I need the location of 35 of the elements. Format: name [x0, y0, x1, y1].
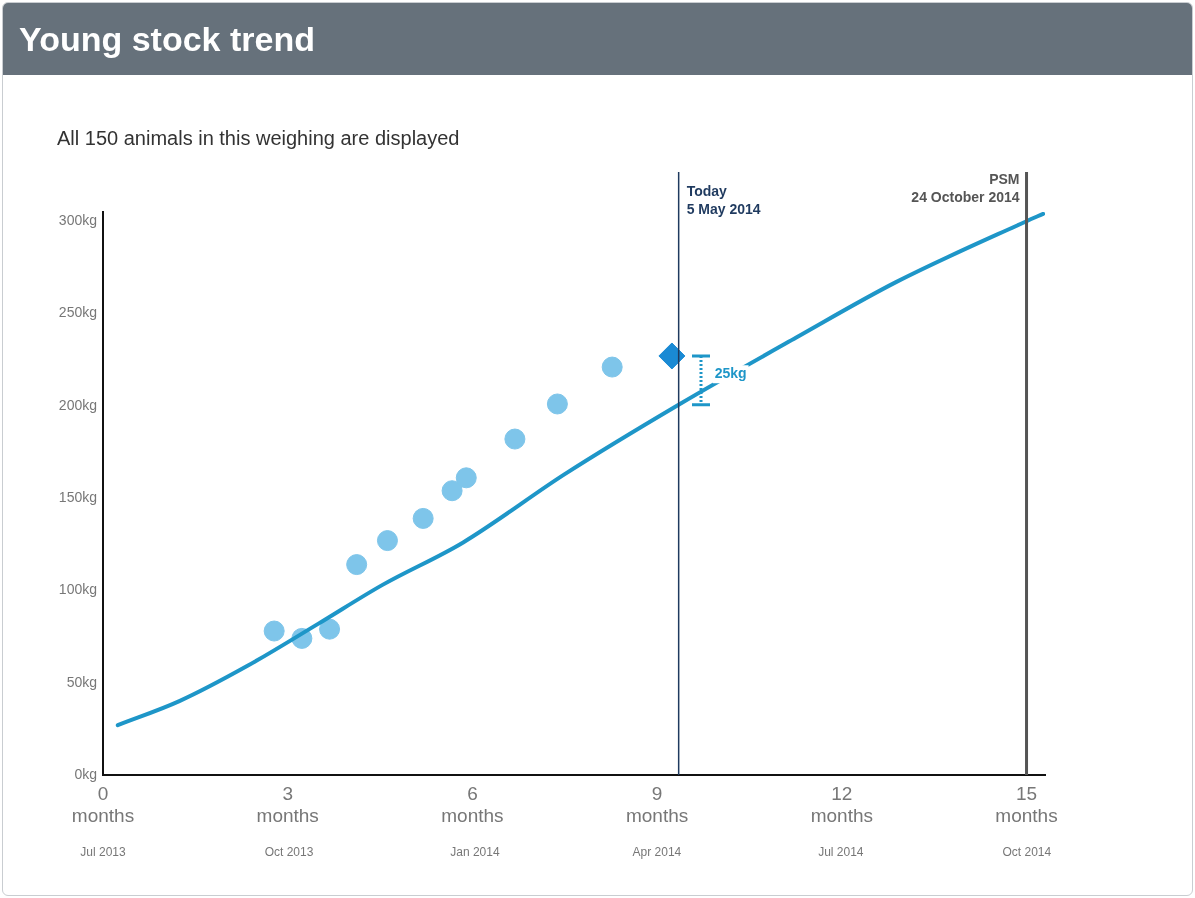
- x-tick-label: 6 months: [441, 782, 504, 827]
- point: [319, 618, 341, 640]
- point: [441, 480, 463, 502]
- y-tick-label: 150kg: [58, 488, 97, 505]
- ref-line-label: Today 5 May 2014: [686, 183, 761, 217]
- y-tick-label: 300kg: [58, 212, 97, 229]
- ref-line-label: PSM 24 October 2014: [911, 171, 1020, 205]
- point: [546, 393, 568, 415]
- point: [263, 620, 285, 642]
- x-tick-label: 9 months: [625, 782, 689, 827]
- y-tick-label: 50kg: [66, 673, 97, 690]
- x2-tick-label: Oct 2013: [264, 844, 314, 859]
- chart-subtitle: All 150 animals in this weighing are displayed: [57, 127, 460, 150]
- point: [346, 554, 368, 576]
- y-tick-label: 250kg: [58, 304, 97, 321]
- x2-tick-label: Jul 2014: [818, 844, 864, 859]
- chart-title: Young stock trend: [3, 3, 1192, 75]
- point: [504, 428, 526, 450]
- x-tick-label: 0 months: [71, 782, 135, 827]
- annotation: 25kg: [714, 365, 747, 382]
- point: [412, 507, 434, 529]
- x2-tick-label: Jul 2013: [80, 844, 127, 859]
- x-tick-label: 12 months: [810, 782, 873, 827]
- x-tick-label: 3 months: [256, 782, 319, 827]
- x-tick-label: 15 months: [995, 782, 1058, 827]
- x2-tick-label: Apr 2014: [632, 844, 682, 859]
- point: [601, 356, 623, 378]
- x2-tick-label: Oct 2014: [1002, 844, 1052, 859]
- x2-tick-label: Jan 2014: [450, 844, 500, 859]
- point: [658, 342, 686, 370]
- point: [455, 467, 477, 489]
- y-tick-label: 100kg: [58, 581, 97, 598]
- y-tick-label: 0kg: [74, 765, 97, 782]
- y-tick-label: 200kg: [58, 396, 97, 413]
- point: [376, 530, 398, 552]
